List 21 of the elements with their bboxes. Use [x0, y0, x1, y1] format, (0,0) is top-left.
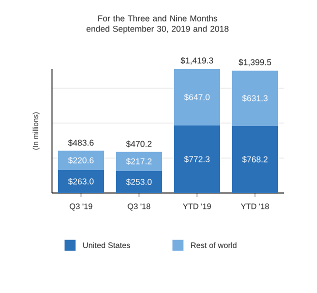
- total-label: $1,399.5: [238, 58, 272, 66]
- data-label: $220.6: [68, 156, 94, 164]
- data-label: $253.0: [126, 178, 152, 186]
- bar: [232, 126, 278, 193]
- chart-title: For the Three and Nine Months ended September 30, 2019 and 2018: [86, 15, 228, 34]
- data-label: $631.3: [242, 94, 268, 102]
- bar: [116, 152, 162, 171]
- bar: [58, 170, 104, 193]
- data-label: $768.2: [242, 156, 268, 163]
- bar: [58, 150, 104, 170]
- data-label: $772.3: [184, 156, 210, 163]
- bar: [174, 69, 220, 126]
- bar: [116, 170, 162, 193]
- data-label: $263.0: [68, 178, 94, 185]
- bar: [232, 70, 278, 126]
- total-label: $1,419.3: [180, 57, 214, 64]
- total-label: $470.2: [126, 140, 152, 148]
- total-label: $483.6: [68, 139, 94, 146]
- bar: [174, 126, 220, 193]
- data-label: $217.2: [126, 158, 152, 165]
- data-label: $647.0: [184, 94, 210, 101]
